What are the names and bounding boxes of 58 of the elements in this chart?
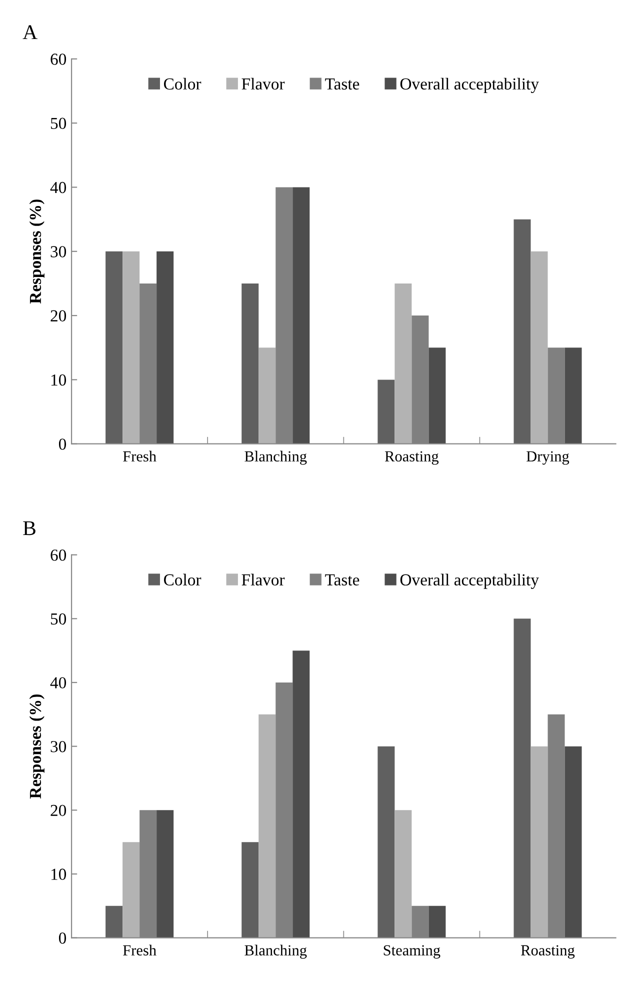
bar xyxy=(156,810,174,938)
legend-label: Color xyxy=(164,78,202,90)
legend-label: Flavor xyxy=(242,78,285,90)
bar xyxy=(564,348,582,444)
y-tick-label: 40 xyxy=(50,182,66,194)
legend-label: Overall acceptability xyxy=(400,78,539,94)
y-tick-label: 0 xyxy=(58,932,66,944)
bar xyxy=(258,714,276,938)
x-tick-label: Blanching xyxy=(244,944,307,959)
y-tick-label: 30 xyxy=(50,741,66,752)
bar xyxy=(378,380,395,444)
y-tick-label: 50 xyxy=(50,118,66,130)
bar xyxy=(530,746,548,938)
y-tick-label: 0 xyxy=(58,438,66,450)
bar xyxy=(514,618,531,938)
bar xyxy=(428,348,446,444)
legend-label: Overall acceptability xyxy=(400,574,539,589)
y-tick-label: 60 xyxy=(50,54,66,65)
y-tick-label: 20 xyxy=(50,804,66,816)
y-tick-label: 10 xyxy=(51,374,66,386)
bar xyxy=(242,283,259,444)
legend-label: Taste xyxy=(325,78,360,90)
bar xyxy=(292,650,310,938)
x-tick-label: Steaming xyxy=(384,945,440,959)
y-tick-label: 60 xyxy=(50,550,66,561)
y-tick-label: 10 xyxy=(51,868,66,880)
bar xyxy=(514,219,531,444)
bar xyxy=(106,251,123,444)
bar xyxy=(122,842,140,938)
y-tick-label: 20 xyxy=(50,310,66,322)
bar xyxy=(156,251,174,444)
legend-label: Flavor xyxy=(242,574,285,586)
y-axis-title: Responses (%) xyxy=(29,694,44,799)
x-tick-label: Roasting xyxy=(384,451,439,465)
bar xyxy=(258,348,276,444)
y-tick-label: 50 xyxy=(50,613,66,625)
x-tick-label: Blanching xyxy=(244,450,307,465)
bar xyxy=(292,187,310,444)
bar xyxy=(428,906,446,938)
x-tick-label: Fresh xyxy=(123,450,156,462)
y-tick-label: 30 xyxy=(50,246,66,258)
chart-title: A xyxy=(22,25,38,40)
legend-label: Color xyxy=(164,574,202,586)
bar xyxy=(122,251,140,444)
bar xyxy=(378,746,395,938)
bar xyxy=(106,906,123,938)
x-tick-label: Fresh xyxy=(123,944,156,956)
bar xyxy=(394,810,412,938)
chart-title: B xyxy=(23,521,36,536)
x-tick-label: Drying xyxy=(526,451,570,465)
y-axis-title: Responses (%) xyxy=(29,200,44,304)
bar xyxy=(530,251,548,444)
bar xyxy=(394,283,412,444)
y-tick-label: 40 xyxy=(50,677,66,688)
bar xyxy=(242,842,259,938)
legend-label: Taste xyxy=(325,574,360,586)
bar xyxy=(564,746,582,938)
x-tick-label: Roasting xyxy=(521,945,575,959)
